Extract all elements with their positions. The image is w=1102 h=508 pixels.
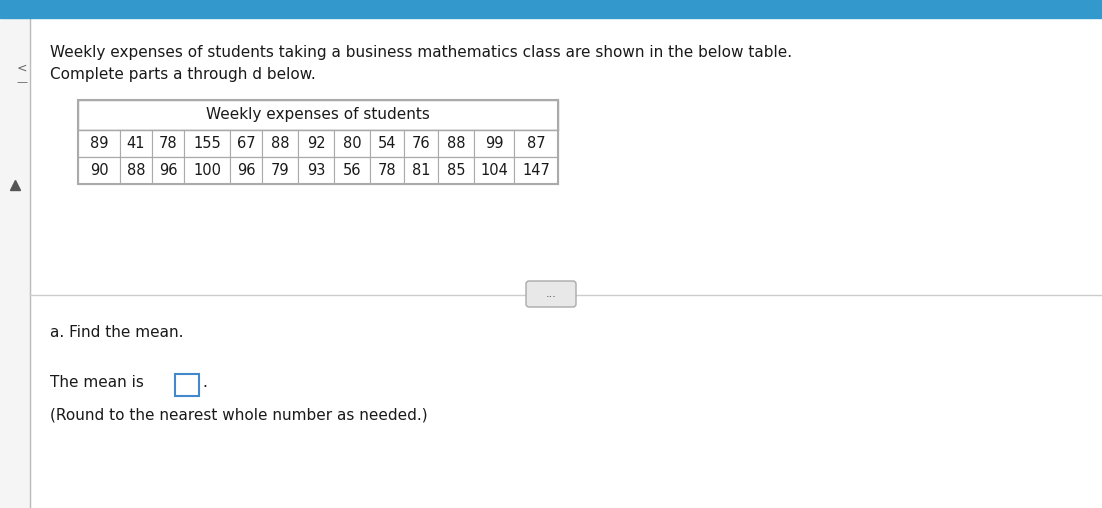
- Bar: [334, 157, 370, 184]
- Text: 85: 85: [446, 163, 465, 178]
- Text: 104: 104: [480, 163, 508, 178]
- Bar: [120, 157, 152, 184]
- Bar: [184, 130, 230, 157]
- Text: 78: 78: [378, 163, 397, 178]
- Bar: [514, 157, 558, 184]
- Text: 87: 87: [527, 136, 545, 151]
- Text: 89: 89: [89, 136, 108, 151]
- Text: ...: ...: [545, 289, 557, 299]
- Text: <: <: [17, 61, 28, 75]
- Text: 96: 96: [159, 163, 177, 178]
- Bar: [262, 130, 298, 157]
- Bar: [175, 374, 199, 396]
- Text: 79: 79: [271, 163, 290, 178]
- Text: 147: 147: [522, 163, 550, 178]
- Text: Weekly expenses of students taking a business mathematics class are shown in the: Weekly expenses of students taking a bus…: [50, 45, 792, 60]
- Text: 88: 88: [446, 136, 465, 151]
- Bar: [262, 157, 298, 184]
- Bar: [298, 130, 334, 157]
- Bar: [437, 157, 474, 184]
- Bar: [404, 157, 437, 184]
- Bar: [78, 100, 558, 184]
- Bar: [0, 0, 1102, 18]
- Bar: [370, 130, 404, 157]
- Text: (Round to the nearest whole number as needed.): (Round to the nearest whole number as ne…: [50, 408, 428, 423]
- Bar: [514, 130, 558, 157]
- Bar: [370, 157, 404, 184]
- Text: 96: 96: [237, 163, 256, 178]
- Bar: [184, 157, 230, 184]
- Bar: [474, 157, 514, 184]
- Bar: [437, 130, 474, 157]
- Bar: [78, 130, 120, 157]
- Text: 92: 92: [306, 136, 325, 151]
- Text: a. Find the mean.: a. Find the mean.: [50, 325, 184, 340]
- Bar: [334, 130, 370, 157]
- Bar: [298, 157, 334, 184]
- Text: —: —: [17, 77, 28, 87]
- Text: 80: 80: [343, 136, 361, 151]
- Text: 99: 99: [485, 136, 504, 151]
- Text: Complete parts a through d below.: Complete parts a through d below.: [50, 67, 316, 82]
- Text: 81: 81: [412, 163, 430, 178]
- Text: 56: 56: [343, 163, 361, 178]
- Text: 67: 67: [237, 136, 256, 151]
- Text: 90: 90: [89, 163, 108, 178]
- Bar: [474, 130, 514, 157]
- Bar: [404, 130, 437, 157]
- Text: 100: 100: [193, 163, 222, 178]
- Bar: [230, 157, 262, 184]
- Bar: [78, 157, 120, 184]
- Bar: [152, 157, 184, 184]
- Text: 41: 41: [127, 136, 145, 151]
- Text: 78: 78: [159, 136, 177, 151]
- Text: 93: 93: [306, 163, 325, 178]
- Text: 76: 76: [412, 136, 430, 151]
- FancyBboxPatch shape: [526, 281, 576, 307]
- Text: Weekly expenses of students: Weekly expenses of students: [206, 108, 430, 122]
- Text: 88: 88: [271, 136, 289, 151]
- Text: 155: 155: [193, 136, 220, 151]
- Bar: [230, 130, 262, 157]
- Text: .: .: [202, 375, 207, 390]
- Bar: [152, 130, 184, 157]
- Text: 88: 88: [127, 163, 145, 178]
- Bar: [78, 100, 558, 130]
- Bar: [120, 130, 152, 157]
- Text: The mean is: The mean is: [50, 375, 149, 390]
- Bar: [0, 18, 30, 508]
- Text: 54: 54: [378, 136, 397, 151]
